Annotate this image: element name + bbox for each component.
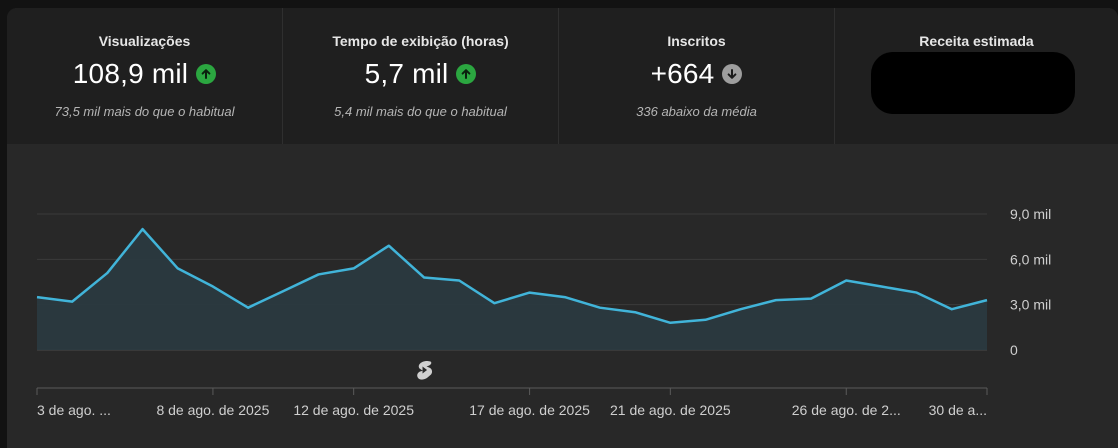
chart-area-fill <box>37 229 987 350</box>
revenue-title: Receita estimada <box>919 33 1034 49</box>
metric-tabs: Visualizações 108,9 mil 73,5 mil mais do… <box>7 8 1118 144</box>
tab-watch-time[interactable]: Tempo de exibição (horas) 5,7 mil 5,4 mi… <box>283 8 559 144</box>
arrow-up-icon <box>456 64 477 84</box>
tab-subscribers[interactable]: Inscritos +664 336 abaixo da média <box>559 8 835 144</box>
y-tick-label: 0 <box>1010 342 1018 358</box>
y-tick-label: 9,0 mil <box>1010 206 1051 222</box>
subscribers-value: +664 <box>650 58 715 89</box>
views-chart: 9,0 mil 6,0 mil 3,0 mil 0 3 de ago. ... 8 de… <box>36 206 1051 418</box>
subscribers-title: Inscritos <box>667 33 726 49</box>
watch-time-title: Tempo de exibição (horas) <box>332 33 509 49</box>
watch-time-value: 5,7 mil <box>364 58 449 89</box>
arrow-up-icon <box>196 64 217 84</box>
subscribers-comparison: 336 abaixo da média <box>636 104 757 119</box>
x-tick-label: 26 de ago. de 2... <box>792 402 901 418</box>
x-tick-label: 8 de ago. de 2025 <box>156 402 269 418</box>
x-tick-label: 17 de ago. de 2025 <box>469 402 590 418</box>
arrow-down-icon <box>722 64 743 84</box>
shorts-play <box>422 366 428 374</box>
tab-revenue[interactable]: Receita estimada <box>835 8 1118 144</box>
watch-time-comparison: 5,4 mil mais do que o habitual <box>334 104 507 119</box>
shorts-icon <box>417 361 433 380</box>
chart-series-line <box>36 227 988 325</box>
redacted-value-block <box>871 52 1075 114</box>
y-tick-label: 3,0 mil <box>1010 297 1051 313</box>
analytics-card: Visualizações 108,9 mil 73,5 mil mais do… <box>7 8 1118 448</box>
x-tick-label: 30 de a... <box>929 402 987 418</box>
x-tick-label: 12 de ago. de 2025 <box>293 402 414 418</box>
views-value: 108,9 mil <box>72 58 189 89</box>
views-title: Visualizações <box>98 33 191 49</box>
y-tick-label: 6,0 mil <box>1010 251 1051 267</box>
tab-views[interactable]: Visualizações 108,9 mil 73,5 mil mais do… <box>7 8 283 144</box>
x-tick-label: 3 de ago. ... <box>37 402 111 418</box>
x-tick-label: 21 de ago. de 2025 <box>610 402 731 418</box>
views-comparison: 73,5 mil mais do que o habitual <box>54 104 235 119</box>
